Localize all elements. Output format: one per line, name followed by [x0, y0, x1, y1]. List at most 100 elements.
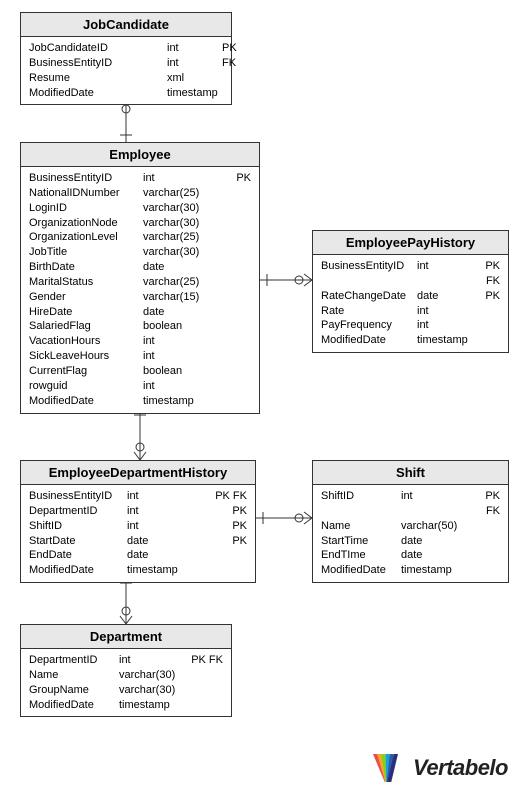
column-name: StartDate — [29, 534, 127, 549]
column-key: FK — [222, 56, 236, 71]
column-row: StartDatedatePK — [29, 534, 247, 549]
column-row: LoginIDvarchar(30) — [29, 201, 251, 216]
column-row: Namevarchar(30) — [29, 668, 223, 683]
column-name: rowguid — [29, 379, 143, 394]
column-name: ModifiedDate — [321, 563, 401, 578]
column-type: varchar(30) — [119, 683, 191, 698]
column-key — [223, 319, 251, 334]
column-key — [191, 698, 223, 713]
column-key — [223, 349, 251, 364]
entity-title: JobCandidate — [21, 13, 231, 37]
column-name: JobCandidateID — [29, 41, 167, 56]
entity-employee: EmployeeBusinessEntityIDintPKNationalIDN… — [20, 142, 260, 414]
column-key: PK — [223, 171, 251, 186]
connector — [260, 274, 312, 286]
column-key — [207, 563, 247, 578]
column-type: varchar(30) — [143, 245, 223, 260]
vertabelo-logo: Vertabelo — [371, 751, 508, 785]
column-type: timestamp — [167, 86, 222, 101]
column-name: LoginID — [29, 201, 143, 216]
column-name: OrganizationLevel — [29, 230, 143, 245]
column-name: Rate — [321, 304, 417, 319]
column-name: BusinessEntityID — [29, 56, 167, 71]
column-key: PK — [207, 534, 247, 549]
column-type: xml — [167, 71, 222, 86]
column-type: date — [401, 534, 471, 549]
entity-shift: ShiftShiftIDintPK FKNamevarchar(50)Start… — [312, 460, 509, 583]
column-name: StartTime — [321, 534, 401, 549]
column-name: Name — [29, 668, 119, 683]
column-row: GroupNamevarchar(30) — [29, 683, 223, 698]
column-name: HireDate — [29, 305, 143, 320]
column-key — [207, 548, 247, 563]
column-name: BusinessEntityID — [321, 259, 417, 289]
column-key — [471, 563, 500, 578]
column-name: ModifiedDate — [29, 394, 143, 409]
column-name: CurrentFlag — [29, 364, 143, 379]
entity-title: EmployeeDepartmentHistory — [21, 461, 255, 485]
column-name: EndDate — [29, 548, 127, 563]
column-key — [191, 683, 223, 698]
column-row: SalariedFlagboolean — [29, 319, 251, 334]
column-name: EndTIme — [321, 548, 401, 563]
column-row: RateChangeDatedatePK — [321, 289, 500, 304]
column-row: OrganizationLevelvarchar(25) — [29, 230, 251, 245]
column-type: int — [167, 56, 222, 71]
column-key — [222, 71, 223, 86]
column-key — [223, 275, 251, 290]
connector — [134, 408, 146, 460]
column-row: BirthDatedate — [29, 260, 251, 275]
column-row: HireDatedate — [29, 305, 251, 320]
entity-body: ShiftIDintPK FKNamevarchar(50)StartTimed… — [313, 485, 508, 582]
column-type: timestamp — [127, 563, 207, 578]
column-name: ModifiedDate — [29, 86, 167, 101]
column-type: boolean — [143, 364, 223, 379]
column-type: varchar(25) — [143, 275, 223, 290]
column-name: DepartmentID — [29, 653, 119, 668]
column-key — [475, 304, 500, 319]
vertabelo-logo-text: Vertabelo — [413, 755, 508, 781]
column-type: int — [167, 41, 222, 56]
column-name: NationalIDNumber — [29, 186, 143, 201]
column-row: DepartmentIDintPK — [29, 504, 247, 519]
column-row: DepartmentIDintPK FK — [29, 653, 223, 668]
column-row: JobTitlevarchar(30) — [29, 245, 251, 260]
column-name: BirthDate — [29, 260, 143, 275]
column-row: ModifiedDatetimestamp — [321, 333, 500, 348]
entity-department: DepartmentDepartmentIDintPK FKNamevarcha… — [20, 624, 232, 717]
column-row: BusinessEntityIDintPK FK — [29, 489, 247, 504]
column-type: int — [143, 334, 223, 349]
column-name: Gender — [29, 290, 143, 305]
column-row: BusinessEntityIDintPK FK — [321, 259, 500, 289]
column-key: PK — [207, 504, 247, 519]
column-name: ShiftID — [29, 519, 127, 534]
column-type: boolean — [143, 319, 223, 334]
column-key: PK FK — [191, 653, 223, 668]
column-type: date — [143, 305, 223, 320]
column-row: rowguidint — [29, 379, 251, 394]
column-type: timestamp — [143, 394, 223, 409]
entity-body: BusinessEntityIDintPKNationalIDNumbervar… — [21, 167, 259, 413]
column-row: EndTImedate — [321, 548, 500, 563]
column-row: PayFrequencyint — [321, 318, 500, 333]
column-row: ShiftIDintPK FK — [321, 489, 500, 519]
column-type: varchar(25) — [143, 230, 223, 245]
column-type: int — [417, 304, 475, 319]
column-row: JobCandidateIDintPK — [29, 41, 223, 56]
column-row: EndDatedate — [29, 548, 247, 563]
column-type: timestamp — [119, 698, 191, 713]
column-key: PK — [222, 41, 237, 56]
column-type: int — [119, 653, 191, 668]
column-key — [471, 548, 500, 563]
column-type: date — [417, 289, 475, 304]
column-name: BusinessEntityID — [29, 489, 127, 504]
column-row: ShiftIDintPK — [29, 519, 247, 534]
column-name: OrganizationNode — [29, 216, 143, 231]
column-key — [475, 333, 500, 348]
column-row: MaritalStatusvarchar(25) — [29, 275, 251, 290]
column-key — [223, 216, 251, 231]
column-name: GroupName — [29, 683, 119, 698]
column-name: ModifiedDate — [29, 698, 119, 713]
column-type: int — [143, 349, 223, 364]
column-type: date — [143, 260, 223, 275]
